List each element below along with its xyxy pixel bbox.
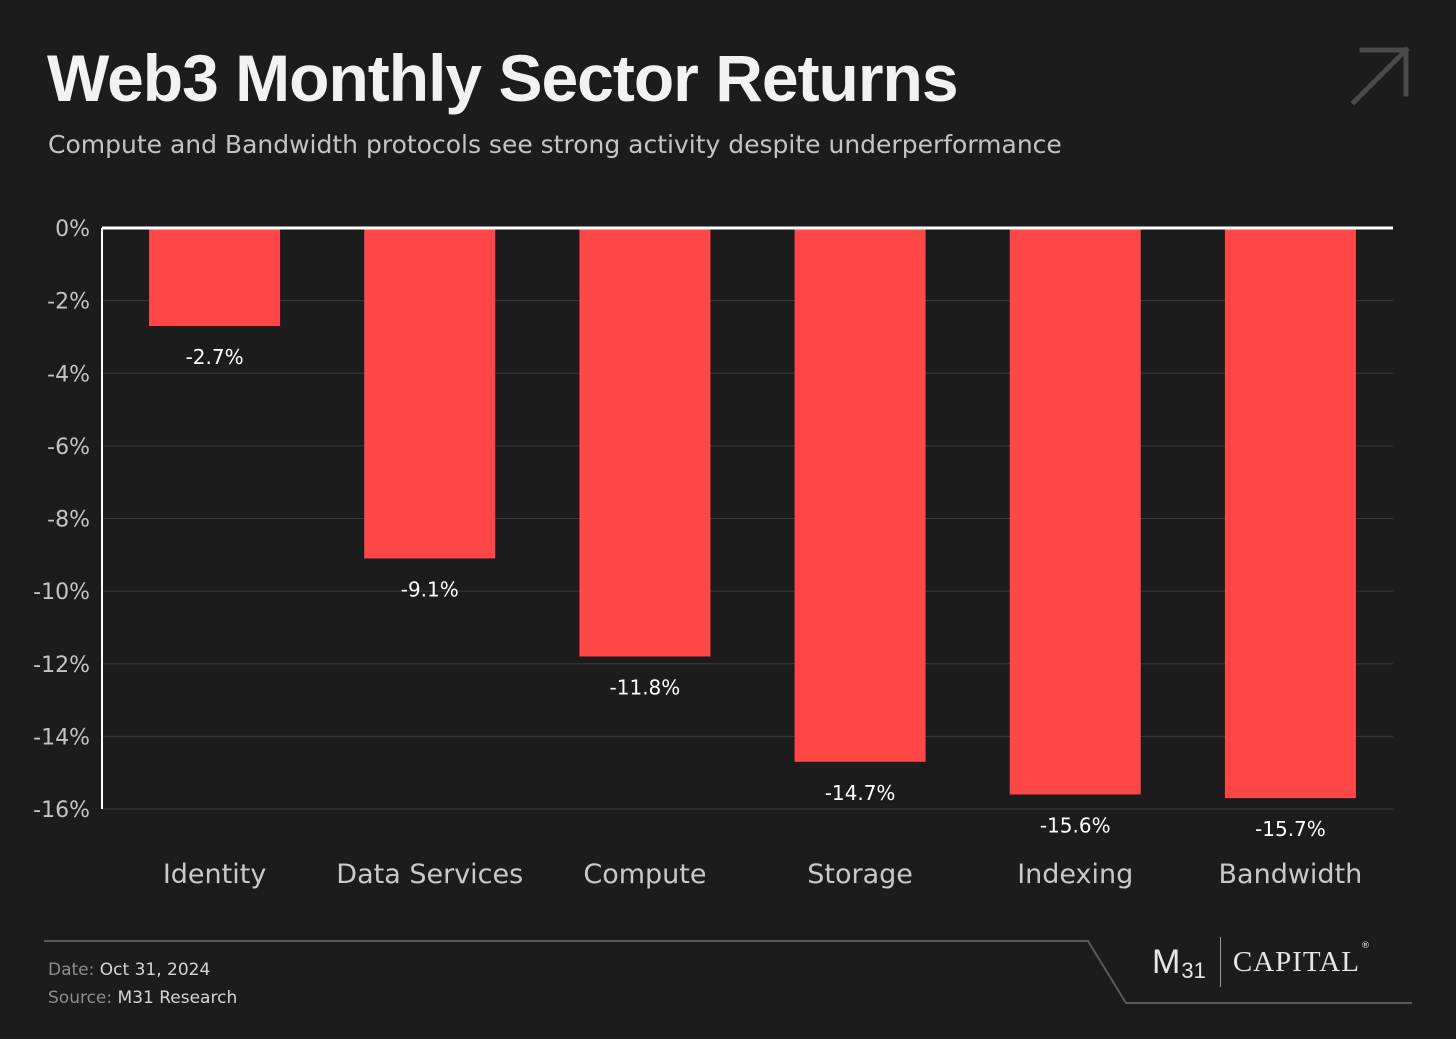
- y-tick-label: -4%: [47, 362, 90, 387]
- x-category-label: Compute: [583, 859, 706, 890]
- date-value: Oct 31, 2024: [99, 960, 211, 980]
- logo-separator: [1219, 937, 1221, 987]
- chart-title: Web3 Monthly Sector Returns: [47, 41, 959, 115]
- x-category-label: Bandwidth: [1219, 859, 1363, 890]
- bar: [579, 228, 711, 657]
- data-label: -15.7%: [1255, 817, 1326, 841]
- y-tick-label: -2%: [47, 290, 90, 315]
- date-label: Date:: [48, 960, 95, 980]
- logo-registered: ®: [1360, 941, 1370, 951]
- bar: [1224, 228, 1356, 799]
- y-tick-label: -16%: [33, 798, 90, 823]
- y-tick-label: -8%: [47, 508, 90, 533]
- bar: [794, 228, 926, 762]
- y-tick-label: -12%: [33, 653, 90, 678]
- y-tick-label: -10%: [33, 580, 90, 605]
- data-label: -15.6%: [1040, 813, 1111, 837]
- data-label: -14.7%: [825, 781, 896, 805]
- x-category-label: Storage: [807, 859, 913, 890]
- bar: [149, 228, 281, 327]
- m31-capital-logo: M 31 CAPITAL ®: [1152, 936, 1370, 988]
- bar: [1009, 228, 1141, 795]
- data-label: -9.1%: [401, 577, 459, 601]
- x-category-label: Identity: [163, 859, 266, 890]
- bar: [364, 228, 496, 559]
- data-label: -2.7%: [186, 345, 244, 369]
- source-label: Source:: [48, 988, 113, 1008]
- bar-chart: 0% -2% -4% -6% -8% -10% -12% -14% -16% -2.7% Ident…: [33, 217, 1393, 890]
- date-line: Date: Oct 31, 2024: [48, 960, 210, 980]
- x-category-label: Data Services: [336, 859, 523, 890]
- source-line: Source: M31 Research: [48, 988, 237, 1008]
- logo-31: 31: [1181, 958, 1206, 983]
- chart-subtitle: Compute and Bandwidth protocols see stro…: [48, 130, 1062, 159]
- source-value: M31 Research: [117, 988, 238, 1008]
- logo-capital: CAPITAL: [1232, 945, 1360, 978]
- logo-m: M: [1152, 942, 1181, 981]
- y-tick-label: -6%: [47, 435, 90, 460]
- arrow-up-right-icon: [1350, 46, 1410, 106]
- y-tick-label: -14%: [33, 725, 90, 750]
- data-label: -11.8%: [610, 675, 681, 699]
- y-tick-label: 0%: [55, 217, 90, 242]
- x-category-label: Indexing: [1017, 859, 1133, 890]
